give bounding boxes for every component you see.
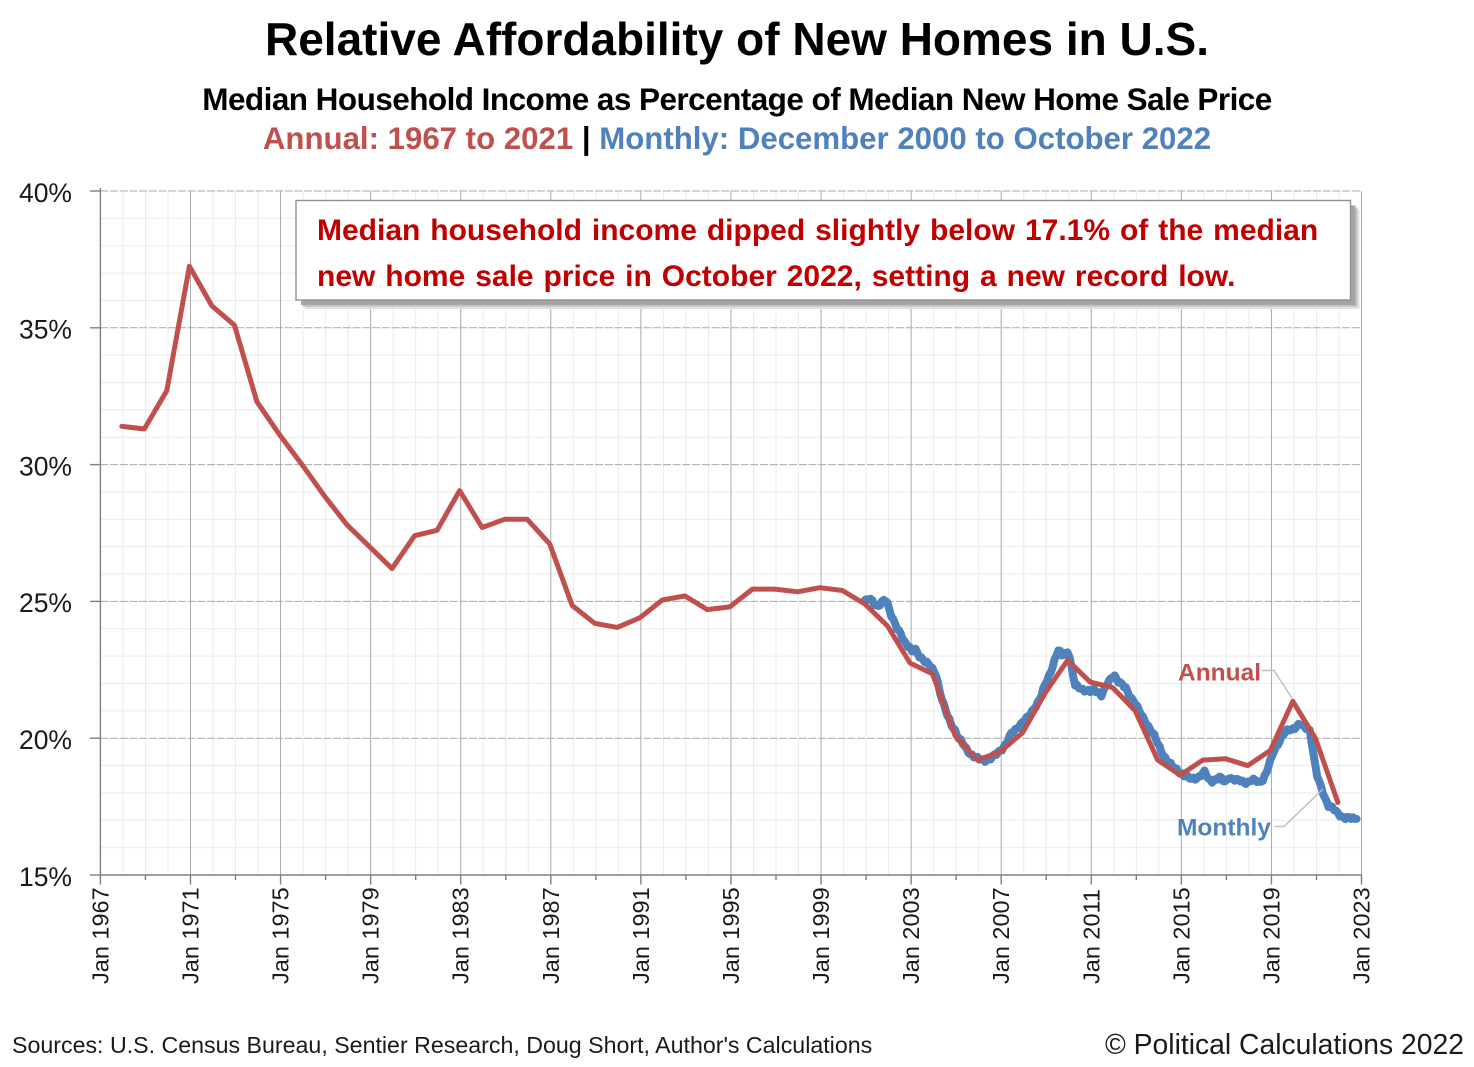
svg-text:20%: 20% [19, 725, 72, 755]
svg-text:Jan 2023: Jan 2023 [1349, 887, 1375, 984]
svg-text:Jan 1967: Jan 1967 [87, 887, 113, 984]
svg-text:40%: 40% [19, 178, 72, 208]
svg-text:15%: 15% [19, 862, 72, 892]
svg-text:Jan 1995: Jan 1995 [718, 887, 744, 984]
svg-text:Jan 1987: Jan 1987 [538, 887, 564, 984]
svg-text:Jan 1975: Jan 1975 [268, 887, 294, 984]
svg-text:25%: 25% [19, 588, 72, 618]
svg-text:Jan 1983: Jan 1983 [448, 887, 474, 984]
svg-text:Annual: Annual [1178, 660, 1261, 687]
svg-text:Jan 2007: Jan 2007 [988, 887, 1014, 984]
svg-text:Jan 2011: Jan 2011 [1078, 889, 1104, 984]
svg-text:Monthly: Monthly [1177, 815, 1271, 842]
svg-text:Median Household Income as Per: Median Household Income as Percentage of… [202, 81, 1271, 117]
svg-text:Jan 1991: Jan 1991 [628, 887, 654, 984]
svg-text:Jan 2019: Jan 2019 [1258, 887, 1284, 984]
svg-text:Sources: U.S. Census Bureau, S: Sources: U.S. Census Bureau, Sentier Res… [12, 1032, 872, 1058]
svg-text:Median household income dipped: Median household income dipped slightly … [317, 214, 1318, 247]
svg-text:35%: 35% [19, 315, 72, 345]
svg-text:Jan 1999: Jan 1999 [808, 887, 834, 984]
svg-text:Jan 1979: Jan 1979 [358, 887, 384, 984]
svg-text:© Political Calculations 2022: © Political Calculations 2022 [1105, 1028, 1464, 1060]
svg-text:new home sale price in October: new home sale price in October 2022, set… [317, 260, 1235, 293]
svg-text:30%: 30% [19, 451, 72, 481]
svg-text:Jan 2003: Jan 2003 [898, 887, 924, 984]
svg-text:Relative Affordability of New: Relative Affordability of New Homes in U… [265, 13, 1209, 65]
svg-text:Annual: 1967 to 2021 | Monthly: Annual: 1967 to 2021 | Monthly: December… [263, 121, 1211, 156]
svg-text:Jan 2015: Jan 2015 [1168, 887, 1194, 984]
svg-text:Jan 1971: Jan 1971 [178, 887, 204, 984]
